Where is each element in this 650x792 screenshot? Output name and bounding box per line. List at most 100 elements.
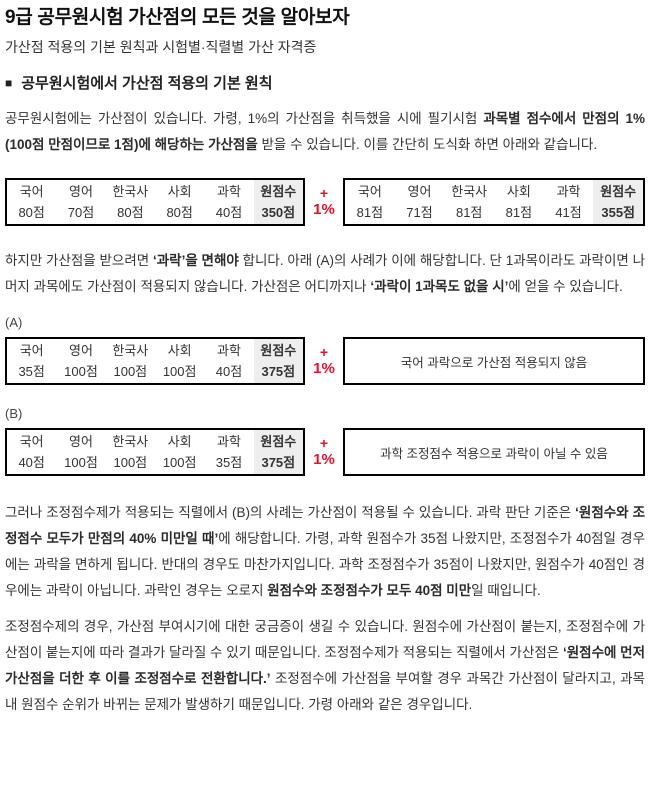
- adjusted-score-paragraph: 그러나 조정점수제가 적용되는 직렬에서 (B)의 사례는 가산점이 적용될 수…: [5, 500, 645, 604]
- plus-sign: +: [319, 344, 329, 360]
- case-b-label: (B): [5, 406, 23, 421]
- score-col: 영어 100점: [56, 339, 105, 383]
- score-cell: 100점: [162, 455, 197, 470]
- total-score-col: 원점수 355점: [593, 180, 644, 224]
- col-header: 한국사: [112, 184, 149, 199]
- score-cell: 41점: [555, 205, 582, 220]
- col-header: 사회: [167, 434, 192, 449]
- score-cell: 70점: [67, 205, 95, 220]
- col-header: 원점수: [260, 434, 297, 449]
- text-run: 그러나 조정점수제가 적용되는 직렬에서 (B)의 사례는 가산점이 적용될 수…: [5, 505, 576, 520]
- score-cell: 355점: [601, 205, 636, 220]
- plus-sign: +: [319, 185, 329, 201]
- plus-sign: +: [319, 435, 329, 451]
- text-run: 에 해당합니다. 가령, 과학 원점수가 35점 나왔지만, 조정점수가 40점…: [5, 531, 645, 598]
- col-header: 원점수: [600, 184, 637, 199]
- bonus-plus-indicator: +1%: [305, 435, 343, 469]
- score-cell: 81점: [455, 205, 483, 220]
- col-header: 과학: [217, 434, 241, 449]
- col-header: 과학: [217, 184, 241, 199]
- base-score-table: 국어 80점 영어 70점 한국사 80점 사회 80점 과학 40점 원점수 350점: [5, 178, 305, 226]
- score-col: 사회 100점: [155, 339, 204, 383]
- score-col: 사회 80점: [155, 180, 204, 224]
- total-score-col: 원점수 375점: [253, 430, 303, 474]
- score-cell: 81점: [505, 205, 533, 220]
- score-cell: 80점: [117, 205, 144, 220]
- pass-requirement-paragraph: 하지만 가산점을 받으려면 ‘과락’을 면해야 합니다. 아래 (A)의 사례가…: [5, 248, 645, 300]
- score-cell: 375점: [261, 364, 296, 379]
- total-score-col: 원점수 350점: [253, 180, 303, 224]
- boosted-score-table: 국어 81점 영어 71점 한국사 81점 사회 81점 과학 41점 원점수 355점: [343, 178, 645, 226]
- case-a-score-table: 국어 35점 영어 100점 한국사 100점 사회 100점 과학 40점 원점수 375…: [5, 337, 305, 385]
- text-run: 하지만 가산점을 받으려면: [5, 253, 153, 268]
- case-a-note-box: 국어 과락으로 가산점 적용되지 않음: [343, 337, 645, 385]
- score-example-row: 국어 80점 영어 70점 한국사 80점 사회 80점 과학 40점 원점수 350점 +…: [5, 178, 645, 226]
- col-header: 원점수: [260, 184, 297, 199]
- case-a-row: 국어 35점 영어 100점 한국사 100점 사회 100점 과학 40점 원점수 375…: [5, 337, 645, 385]
- text-run: 조정점수제의 경우, 가산점 부여시기에 대한 궁금증이 생길 수 있습니다. …: [5, 619, 645, 660]
- bonus-timing-paragraph: 조정점수제의 경우, 가산점 부여시기에 대한 궁금증이 생길 수 있습니다. …: [5, 614, 645, 718]
- bonus-rate: 1%: [313, 451, 335, 468]
- score-cell: 40점: [215, 205, 243, 220]
- section-heading-text: 공무원시험에서 가산점 적용의 기본 원칙: [21, 75, 273, 92]
- bonus-rate: 1%: [313, 360, 335, 377]
- text-run-bold: ‘과락이 1과목도 없을 시’: [370, 279, 509, 294]
- col-header: 사회: [506, 184, 531, 199]
- score-cell: 350점: [261, 205, 296, 220]
- score-cell: 100점: [64, 364, 98, 379]
- total-score-col: 원점수 375점: [253, 339, 303, 383]
- score-col: 과학 40점: [204, 339, 253, 383]
- text-run-bold: ‘원점수와 조정점수 모두가 만점의 40% 미만일 때’: [5, 505, 645, 546]
- score-cell: 80점: [166, 205, 193, 220]
- score-col: 국어 40점: [7, 430, 56, 474]
- col-header: 영어: [69, 343, 93, 358]
- score-cell: 80점: [18, 205, 45, 220]
- col-header: 영어: [69, 434, 93, 449]
- page-subtitle: 가산점 적용의 기본 원칙과 시험별·직렬별 가산 자격증: [5, 39, 317, 55]
- text-run: 공무원시험에는 가산점이 있습니다. 가령, 1%의 가산점을 취득했을 시에 …: [5, 111, 484, 126]
- score-col: 과학 35점: [204, 430, 253, 474]
- page-title: 9급 공무원시험 가산점의 모든 것을 알아보자: [5, 7, 350, 28]
- col-header: 영어: [407, 184, 432, 199]
- text-run-bold: 원점수와 조정점수가 모두 40점 미만: [267, 583, 472, 598]
- bonus-plus-indicator: +1%: [305, 185, 343, 219]
- text-run: 합니다. 아래 (A)의 사례가 이에 해당합니다. 단 1과목이라도 과락이면…: [5, 253, 645, 294]
- text-run: 일 때입니다.: [471, 583, 541, 598]
- text-run: 조정점수에 가산점을 부여할 경우 과목간 가산점이 달라지고, 과목내 원점수…: [5, 671, 645, 712]
- col-header: 사회: [167, 184, 192, 199]
- intro-paragraph: 공무원시험에는 가산점이 있습니다. 가령, 1%의 가산점을 취득했을 시에 …: [5, 106, 645, 158]
- score-col: 사회 81점: [494, 180, 544, 224]
- col-header: 국어: [19, 184, 44, 199]
- score-col: 국어 81점: [345, 180, 395, 224]
- text-run-bold: ‘원점수에 먼저 가산점을 더한 후 이를 조정점수로 전환합니다.’: [5, 645, 646, 686]
- col-header: 영어: [69, 184, 93, 199]
- col-header: 사회: [167, 343, 192, 358]
- col-header: 한국사: [112, 343, 149, 358]
- score-cell: 100점: [113, 455, 148, 470]
- score-col: 과학 41점: [544, 180, 594, 224]
- col-header: 원점수: [260, 343, 297, 358]
- score-col: 한국사 100점: [106, 430, 155, 474]
- section-heading: ■ 공무원시험에서 가산점 적용의 기본 원칙: [5, 74, 645, 94]
- score-cell: 35점: [215, 455, 243, 470]
- score-col: 한국사 80점: [106, 180, 155, 224]
- col-header: 국어: [357, 184, 382, 199]
- case-b-note-box: 과학 조정점수 적용으로 과락이 아닐 수 있음: [343, 428, 645, 476]
- score-col: 사회 100점: [155, 430, 204, 474]
- score-col: 영어 100점: [56, 430, 105, 474]
- col-header: 과학: [556, 184, 581, 199]
- score-cell: 40점: [215, 364, 243, 379]
- text-run-bold: ‘과락’을 면해야: [152, 253, 239, 268]
- score-cell: 40점: [18, 455, 45, 470]
- col-header: 국어: [19, 434, 44, 449]
- score-cell: 100점: [64, 455, 98, 470]
- score-col: 국어 35점: [7, 339, 56, 383]
- case-a-label: (A): [5, 315, 23, 330]
- text-run: 받을 수 있습니다. 이를 간단히 도식화 하면 아래와 같습니다.: [257, 137, 598, 152]
- text-run: 에 얻을 수 있습니다.: [508, 279, 623, 294]
- case-b-score-table: 국어 40점 영어 100점 한국사 100점 사회 100점 과학 35점 원점수 375…: [5, 428, 305, 476]
- bonus-plus-indicator: +1%: [305, 344, 343, 378]
- col-header: 과학: [217, 343, 241, 358]
- score-cell: 71점: [406, 205, 433, 220]
